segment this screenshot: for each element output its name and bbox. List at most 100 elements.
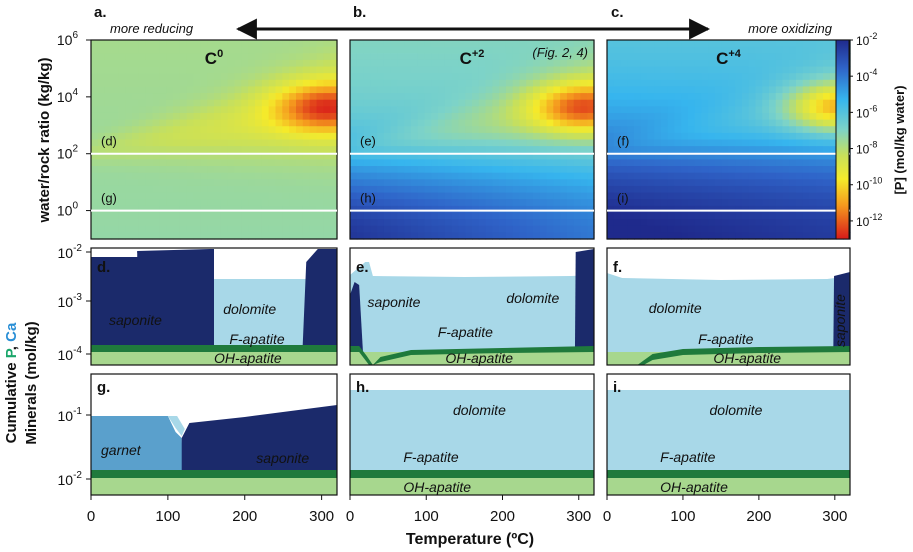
heatmap-cell — [255, 119, 263, 127]
heatmap-cell — [762, 146, 770, 154]
heatmap-cell — [735, 106, 743, 114]
heatmap-cell — [580, 112, 588, 121]
heatmap-cell — [282, 66, 290, 74]
heatmap-cell — [350, 199, 358, 207]
heatmap-cell — [560, 152, 568, 160]
heatmap-cell — [363, 106, 371, 114]
heatmap-cell — [708, 219, 716, 227]
heatmap-cell — [255, 192, 263, 200]
heatmap-cell — [512, 40, 521, 48]
heatmap-cell — [809, 126, 817, 134]
heatmap-cell — [296, 232, 304, 240]
x-tick-label: 100 — [414, 508, 439, 525]
heatmap-cell — [289, 146, 297, 154]
heatmap-cell — [735, 159, 743, 167]
heatmap-cell — [186, 86, 195, 94]
heatmap-cell — [816, 179, 824, 187]
heatmap-cell — [125, 99, 133, 107]
heatmap-cell — [667, 59, 676, 68]
heatmap-cell — [268, 219, 277, 227]
heatmap-cell — [748, 139, 757, 147]
heatmap-cell — [802, 46, 811, 54]
heatmap-cell — [166, 179, 174, 187]
heatmap-cell — [132, 86, 140, 94]
heatmap-cell — [458, 112, 466, 121]
heatmap-cell — [809, 166, 817, 174]
heatmap-cell — [316, 46, 324, 54]
heatmap-cell — [735, 179, 743, 187]
y-tick-base: 10 — [58, 245, 74, 261]
heatmap-cell — [323, 152, 331, 160]
heatmap-cell — [755, 232, 763, 240]
heatmap-cell — [735, 99, 743, 107]
heatmap-cell — [688, 185, 696, 194]
heatmap-cell — [512, 219, 521, 227]
heatmap-cell — [438, 99, 446, 107]
heatmap-cell — [634, 179, 642, 187]
heatmap-cell — [424, 119, 432, 127]
heatmap-cell — [118, 59, 126, 68]
heatmap-cell — [132, 40, 140, 48]
heatmap-cell — [505, 219, 514, 227]
heatmap-cell — [478, 205, 487, 214]
heatmap-cell — [200, 172, 208, 180]
heatmap-cell — [742, 205, 750, 214]
heatmap-cell — [330, 106, 338, 114]
heatmap-cell — [492, 199, 500, 207]
heatmap-cell — [472, 126, 480, 134]
heatmap-cell — [620, 152, 628, 160]
heatmap-cell — [316, 66, 324, 74]
cb-tick-exp: -4 — [869, 67, 877, 77]
heatmap-cell — [735, 212, 743, 220]
heatmap-cell — [823, 86, 831, 94]
heatmap-cell — [627, 132, 635, 141]
heatmap-cell — [809, 185, 817, 194]
panel-letter-a: a. — [94, 4, 107, 21]
heatmap-cell — [309, 146, 318, 154]
heatmap-cell — [370, 152, 378, 160]
heatmap-cell — [640, 59, 649, 68]
panel-letter: i. — [613, 379, 621, 396]
heatmap-cell — [159, 46, 167, 54]
heatmap-cell — [220, 212, 229, 220]
heatmap-cell — [755, 185, 763, 194]
heatmap-cell — [227, 112, 236, 121]
heatmap-cell — [444, 172, 453, 180]
heatmap-cell — [138, 93, 147, 101]
heatmap-cell — [179, 73, 188, 81]
heatmap-cell — [694, 53, 703, 61]
heatmap-cell — [796, 172, 804, 180]
heatmap-cell — [411, 66, 419, 74]
heatmap-cell — [715, 99, 723, 107]
heatmap-cell — [728, 119, 736, 127]
heatmap-cell — [478, 219, 487, 227]
heatmap-cell — [377, 219, 385, 227]
heatmap-cell — [823, 112, 831, 121]
heatmap-cell — [302, 119, 311, 127]
heatmap-cell — [91, 179, 99, 187]
header: a. b. c. more reducing more oxidizing — [94, 4, 833, 40]
heatmap-cell — [505, 172, 514, 180]
heatmap-cell — [255, 159, 263, 167]
dolomite-area — [607, 273, 850, 352]
heatmap-cell — [390, 139, 399, 147]
heatmap-cell — [159, 53, 167, 61]
heatmap-cell — [728, 40, 736, 48]
heatmap-cell — [802, 152, 811, 160]
heatmap-cell — [118, 172, 126, 180]
heatmap-cell — [118, 126, 126, 134]
heatmap-cell — [708, 132, 716, 141]
heatmap-cell — [721, 152, 730, 160]
heatmap-cell — [492, 166, 500, 174]
heatmap-cell — [587, 66, 595, 74]
heatmap-cell — [173, 132, 181, 141]
heatmap-cell — [248, 59, 256, 68]
heatmap-cell — [302, 86, 311, 94]
heatmap-cell — [370, 166, 378, 174]
heatmap-cell — [519, 225, 527, 233]
heatmap-cell — [674, 199, 682, 207]
heatmap-cell — [302, 53, 311, 61]
heatmap-cell — [742, 119, 750, 127]
heatmap-cell — [640, 119, 649, 127]
heatmap-cell — [309, 225, 318, 233]
